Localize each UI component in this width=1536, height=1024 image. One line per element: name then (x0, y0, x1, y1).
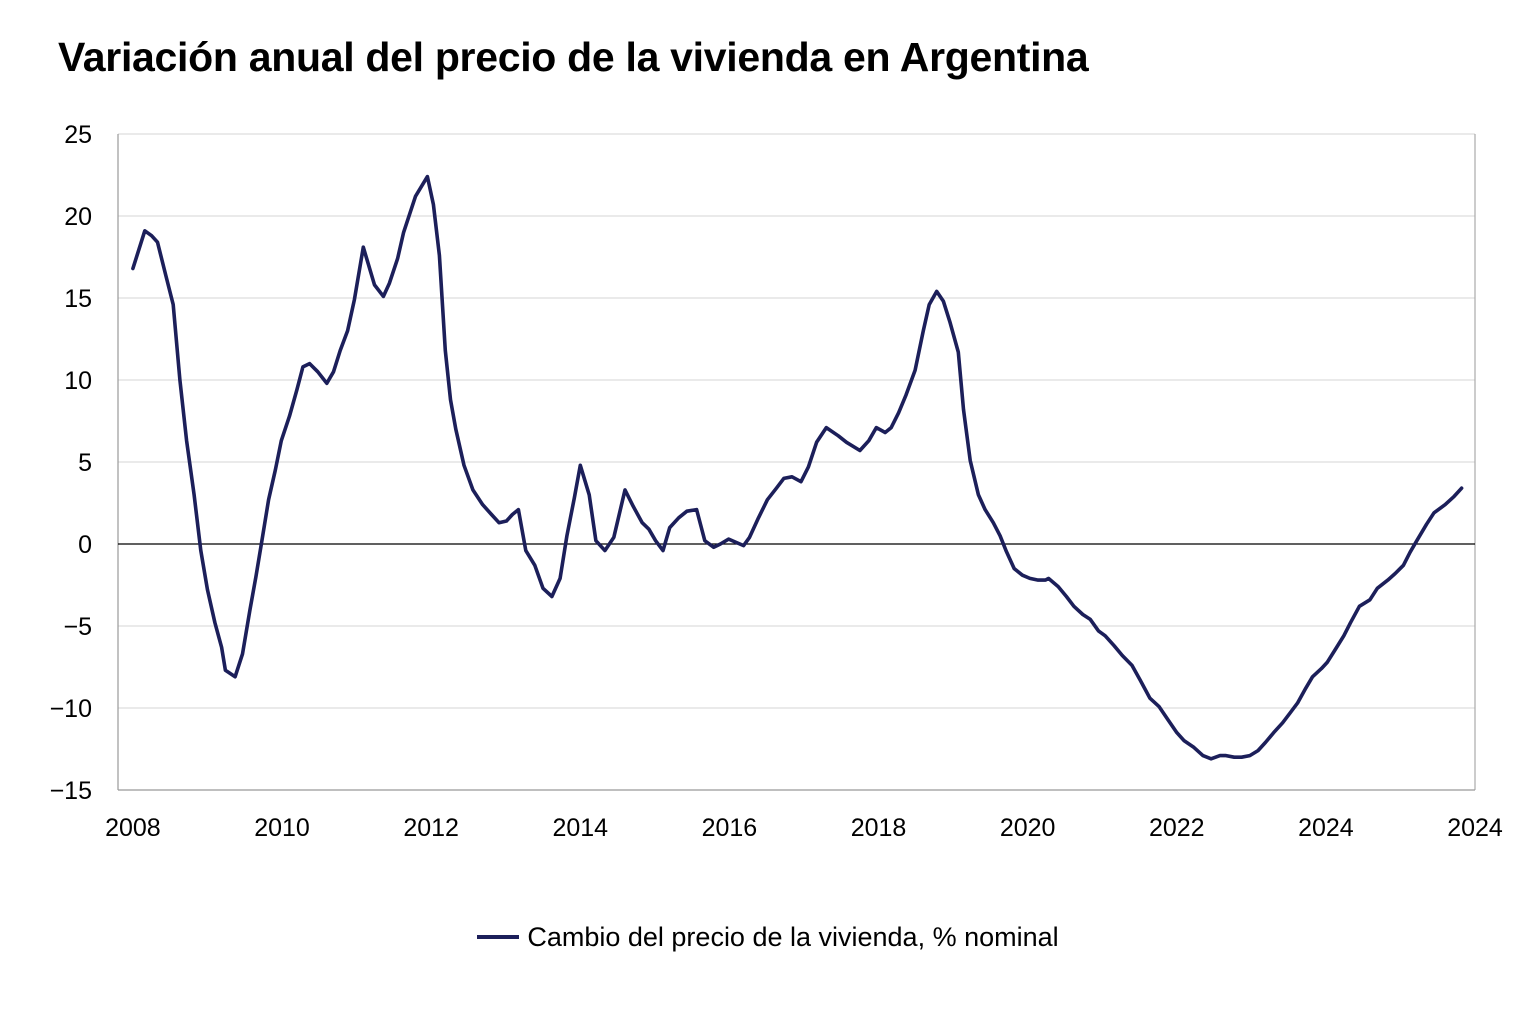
chart-title: Variación anual del precio de la viviend… (58, 34, 1089, 80)
y-tick-label: 15 (64, 285, 92, 313)
x-tick-label: 2014 (552, 814, 608, 842)
y-tick-label: −5 (63, 613, 92, 641)
legend-swatch (477, 934, 520, 939)
legend-label: Cambio del precio de la vivienda, % nomi… (527, 922, 1059, 952)
y-tick-label: 0 (78, 531, 92, 559)
x-tick-label: 2008 (105, 814, 161, 842)
y-tick-label: 25 (64, 121, 92, 149)
x-tick-label: 2016 (702, 814, 758, 842)
y-tick-label: −10 (50, 695, 92, 723)
x-tick-label: 2022 (1149, 814, 1205, 842)
y-tick-label: 10 (64, 367, 92, 395)
y-tick-label: 20 (64, 203, 92, 231)
y-tick-label: 5 (78, 449, 92, 477)
x-tick-label: 2010 (254, 814, 310, 842)
x-tick-label: 2024 (1447, 814, 1503, 842)
series-line (131, 174, 1464, 761)
x-tick-label: 2020 (1000, 814, 1056, 842)
legend: Cambio del precio de la vivienda, % nomi… (0, 922, 1536, 953)
x-tick-label: 2018 (851, 814, 907, 842)
x-tick-label: 2012 (403, 814, 459, 842)
x-tick-label: 2024 (1298, 814, 1354, 842)
y-tick-label: −15 (50, 777, 92, 805)
